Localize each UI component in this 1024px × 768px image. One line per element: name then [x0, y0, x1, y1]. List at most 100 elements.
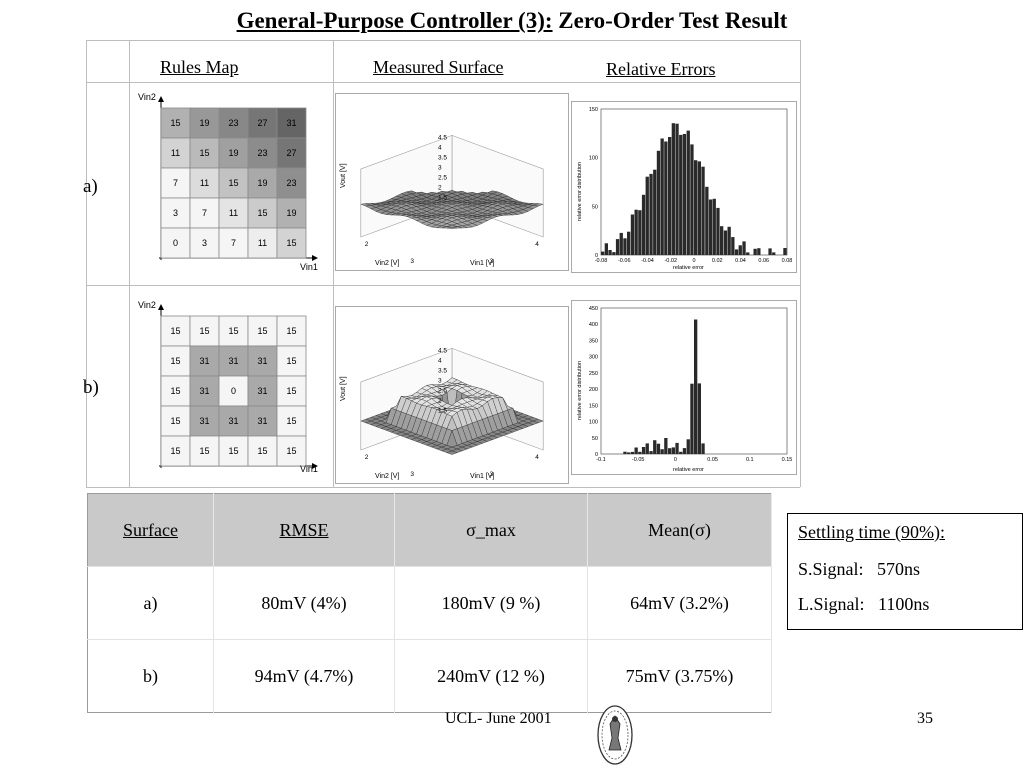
rules-cell-value: 15: [170, 416, 180, 426]
histogram-y-tick: 0: [595, 253, 598, 259]
histogram-bar: [682, 134, 687, 255]
vin1-label: Vin1: [300, 262, 318, 272]
histogram-y-tick: 100: [589, 156, 598, 162]
rules-cell-value: 15: [170, 118, 180, 128]
surface-x-tick: 2: [365, 454, 369, 461]
histogram-bar: [630, 214, 635, 255]
surface-x-tick: 3: [410, 471, 414, 478]
surface-y-tick: 3: [490, 258, 494, 265]
rules-cell: [218, 137, 249, 169]
rules-cell: [276, 227, 307, 259]
histogram-bar: [694, 319, 698, 454]
rules-cell: [247, 405, 278, 437]
rules-cell-value: 15: [170, 356, 180, 366]
histogram-bar: [668, 137, 672, 255]
settling-long-signal: L.Signal: 1100ns: [798, 585, 1012, 624]
rules-cell-value: 31: [199, 386, 209, 396]
histogram-bar: [634, 209, 638, 255]
histogram-bar: [690, 144, 694, 255]
histogram-bar: [649, 451, 653, 454]
surface-x-tick: 2: [365, 241, 369, 248]
surface-zlabel: Vout [V]: [340, 163, 347, 188]
rules-cell-value: 27: [286, 148, 296, 158]
vin2-label: Vin2: [138, 92, 156, 102]
footer-text: UCL- June 2001: [445, 710, 552, 727]
frame-line: [86, 40, 87, 487]
histogram-ylabel: relative error distribution: [577, 162, 583, 221]
histogram-bar: [738, 245, 742, 255]
histogram-x-tick: 0.02: [712, 258, 723, 264]
surface-z-tick: 3.5: [438, 154, 447, 161]
rules-cell: [189, 137, 220, 169]
surface-z-tick: 4: [438, 357, 442, 364]
rules-cell-value: 23: [257, 148, 267, 158]
rules-cell-value: 19: [257, 178, 267, 188]
histogram-y-tick: 150: [589, 403, 598, 409]
histogram-x-tick: 0: [674, 457, 677, 463]
histogram-bar: [641, 194, 646, 255]
table-cell: 240mV (12 %): [394, 639, 588, 713]
header-rules-map: Rules Map: [160, 57, 239, 77]
histogram-bar: [679, 451, 683, 454]
col-header-rmse: RMSE: [279, 519, 329, 540]
table-cell: 64mV (3.2%): [587, 566, 772, 640]
rules-cell: [276, 345, 307, 377]
rules-cell: [160, 435, 191, 467]
rules-map-b: 15 15 15 15 15 15 31 31 31 15 15 31 0 31 15 15 31 31 31 15 1…: [138, 300, 318, 474]
rules-cell-value: 7: [173, 178, 178, 188]
histogram-y-tick: 250: [589, 371, 598, 377]
histogram-y-tick: 150: [589, 107, 598, 113]
rules-cell-value: 19: [199, 118, 209, 128]
settling-short-signal: S.Signal: 570ns: [798, 550, 1012, 589]
rules-cell: [160, 137, 191, 169]
rules-cell-value: 15: [257, 326, 267, 336]
histogram-bar: [608, 250, 612, 255]
histogram-bar: [690, 383, 694, 454]
histogram-bar: [716, 207, 720, 255]
rules-cell-value: 23: [228, 118, 238, 128]
histogram-x-tick: 0.1: [746, 457, 754, 463]
histogram-bar: [638, 210, 642, 255]
histogram-x-tick: 0.15: [782, 457, 793, 463]
header-measured-surface: Measured Surface: [373, 57, 504, 77]
rules-cell-value: 15: [286, 356, 296, 366]
histogram-bar: [697, 383, 701, 454]
col-header-sigma-max: σ_max: [466, 519, 516, 540]
histogram-y-tick: 100: [589, 420, 598, 426]
histogram-bar: [638, 451, 642, 454]
rules-cell: [247, 435, 278, 467]
rules-cell-value: 15: [228, 446, 238, 456]
histogram-y-tick: 0: [595, 452, 598, 458]
rules-cell-value: 15: [199, 148, 209, 158]
histogram-bar: [746, 252, 750, 255]
histogram-bar: [671, 447, 675, 454]
histogram-bar: [742, 241, 746, 255]
histogram-bar: [615, 239, 620, 255]
rules-cell-value: 0: [173, 238, 178, 248]
surface-xlabel: Vin1 [V]: [470, 473, 494, 480]
rules-cell-value: 19: [228, 148, 238, 158]
histogram-bar: [664, 141, 668, 255]
table-row: b) 94mV (4.7%) 240mV (12 %) 75mV (3.75%): [87, 639, 772, 713]
rules-cell: [276, 167, 307, 199]
histogram-bar: [612, 252, 616, 255]
histogram-x-tick: 0.06: [758, 258, 769, 264]
vin1-label: Vin1: [300, 464, 318, 474]
surface-z-tick: 4.5: [438, 347, 447, 354]
rules-cell-value: 7: [231, 238, 236, 248]
histogram-bar: [734, 249, 739, 255]
col-header-surface: Surface: [123, 519, 178, 540]
histogram-bar: [630, 451, 635, 454]
histogram-bar: [772, 252, 776, 255]
rules-cell-value: 15: [170, 386, 180, 396]
rules-cell-value: 0: [231, 386, 236, 396]
page-number: 35: [917, 710, 933, 727]
settling-time-box: Settling time (90%): S.Signal: 570ns L.S…: [787, 513, 1023, 630]
histogram-bar: [601, 251, 605, 255]
frame-line: [800, 40, 801, 487]
table-row: a) 80mV (4%) 180mV (9 %) 64mV (3.2%): [87, 566, 772, 640]
frame-line: [86, 285, 800, 286]
surface-z-tick: 2: [438, 397, 442, 404]
histogram-bar: [653, 440, 657, 454]
histogram-bar: [656, 150, 661, 255]
